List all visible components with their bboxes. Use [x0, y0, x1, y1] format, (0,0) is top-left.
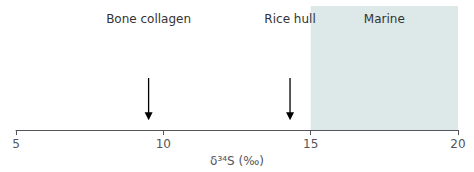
svg-text:5: 5	[12, 137, 20, 151]
svg-text:20: 20	[450, 137, 465, 151]
svg-text:Bone collagen: Bone collagen	[106, 12, 191, 26]
svg-text:15: 15	[303, 137, 318, 151]
svg-text:Marine: Marine	[364, 12, 405, 26]
svg-text:Rice hull: Rice hull	[264, 12, 315, 26]
svg-text:δ³⁴S (‰): δ³⁴S (‰)	[210, 154, 264, 168]
svg-text:10: 10	[156, 137, 171, 151]
